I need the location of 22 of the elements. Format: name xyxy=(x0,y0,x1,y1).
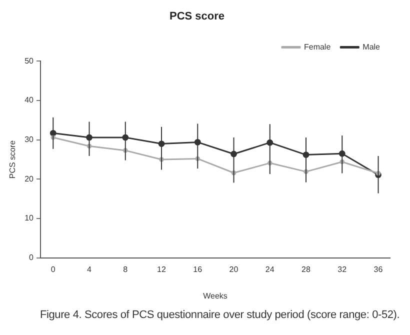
x-tick-label: 32 xyxy=(338,264,348,274)
y-tick-label: 10 xyxy=(24,214,34,223)
x-tick-label: 16 xyxy=(193,264,203,274)
x-tick-label: 8 xyxy=(123,264,128,274)
legend-label: Female xyxy=(304,42,332,52)
y-tick-label: 20 xyxy=(24,174,34,184)
x-tick-label: 4 xyxy=(87,264,92,274)
y-tick-label: 50 xyxy=(24,56,34,66)
x-tick-label: 0 xyxy=(50,264,56,274)
y-tick-label: 0 xyxy=(29,253,34,262)
y-axis-title: PCS score xyxy=(8,140,18,179)
x-tick-label: 12 xyxy=(157,264,167,274)
y-tick-label: 40 xyxy=(24,96,34,105)
x-tick-label: 28 xyxy=(302,264,312,274)
x-tick-label: 36 xyxy=(374,264,384,274)
x-tick-label: 20 xyxy=(229,264,239,274)
chart-title: PCS score xyxy=(169,10,225,23)
legend-label: Male xyxy=(362,42,381,52)
caption: Figure 4. Scores of PCS questionnaire over study period (score range: 0-52). xyxy=(40,309,401,321)
y-tick-label: 30 xyxy=(24,135,34,144)
x-axis-title: Weeks xyxy=(203,291,228,300)
x-tick-label: 24 xyxy=(265,264,275,274)
